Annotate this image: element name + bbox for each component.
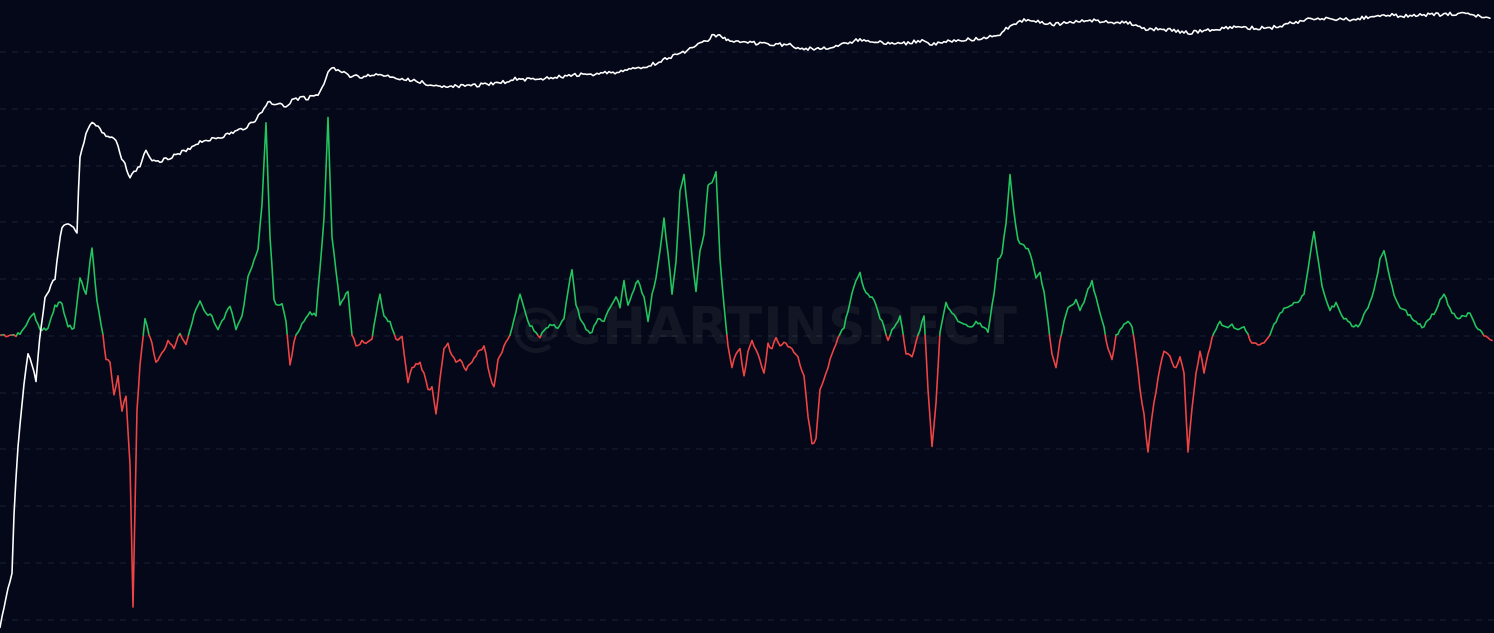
oscillator-positive-segment-25 (889, 315, 905, 336)
oscillator-negative-segment-32 (1104, 334, 1117, 361)
oscillator-negative-segment-10 (148, 334, 180, 364)
oscillator-negative-segment-4 (3, 334, 13, 338)
oscillator-negative-segment-22 (726, 334, 841, 445)
oscillator-positive-segment-33 (1115, 320, 1135, 336)
price-series (0, 11, 1491, 629)
oscillator-positive-segment-7 (15, 247, 104, 336)
oscillator-negative-segment-18 (393, 334, 511, 415)
oscillator-positive-segment-17 (371, 293, 396, 336)
oscillator-positive-segment-23 (838, 271, 887, 336)
oscillator-positive-segment-15 (295, 116, 353, 336)
oscillator-negative-segment-38 (1482, 334, 1493, 342)
gridlines (0, 51, 1494, 621)
oscillator-positive-segment-27 (917, 315, 926, 336)
oscillator-positive-segment-19 (509, 293, 539, 336)
oscillator-positive-segment-21 (540, 171, 728, 336)
oscillator-negative-segment-28 (924, 334, 941, 448)
oscillator-positive-segment-29 (938, 173, 1051, 336)
oscillator-negative-segment-14 (286, 334, 297, 366)
oscillator-negative-segment-20 (536, 334, 542, 339)
oscillator-positive-segment-31 (1060, 279, 1107, 336)
oscillator-negative-segment-34 (1132, 334, 1214, 453)
chart-watermark: @CHARTINSPECT (510, 297, 1018, 357)
oscillator-positive-segment-9 (142, 317, 150, 336)
oscillator-series (0, 116, 1493, 608)
oscillator-negative-segment-8 (102, 334, 145, 608)
oscillator-negative-segment-26 (902, 334, 919, 358)
oscillator-negative-segment-36 (1247, 334, 1271, 346)
oscillator-negative-segment-30 (1048, 334, 1063, 369)
price-line (0, 11, 1491, 629)
oscillator-positive-segment-13 (187, 122, 289, 336)
oscillator-positive-segment-37 (1269, 230, 1485, 336)
oscillator-negative-segment-12 (179, 334, 190, 346)
oscillator-positive-segment-35 (1212, 320, 1250, 336)
oscillator-negative-segment-16 (351, 334, 374, 347)
